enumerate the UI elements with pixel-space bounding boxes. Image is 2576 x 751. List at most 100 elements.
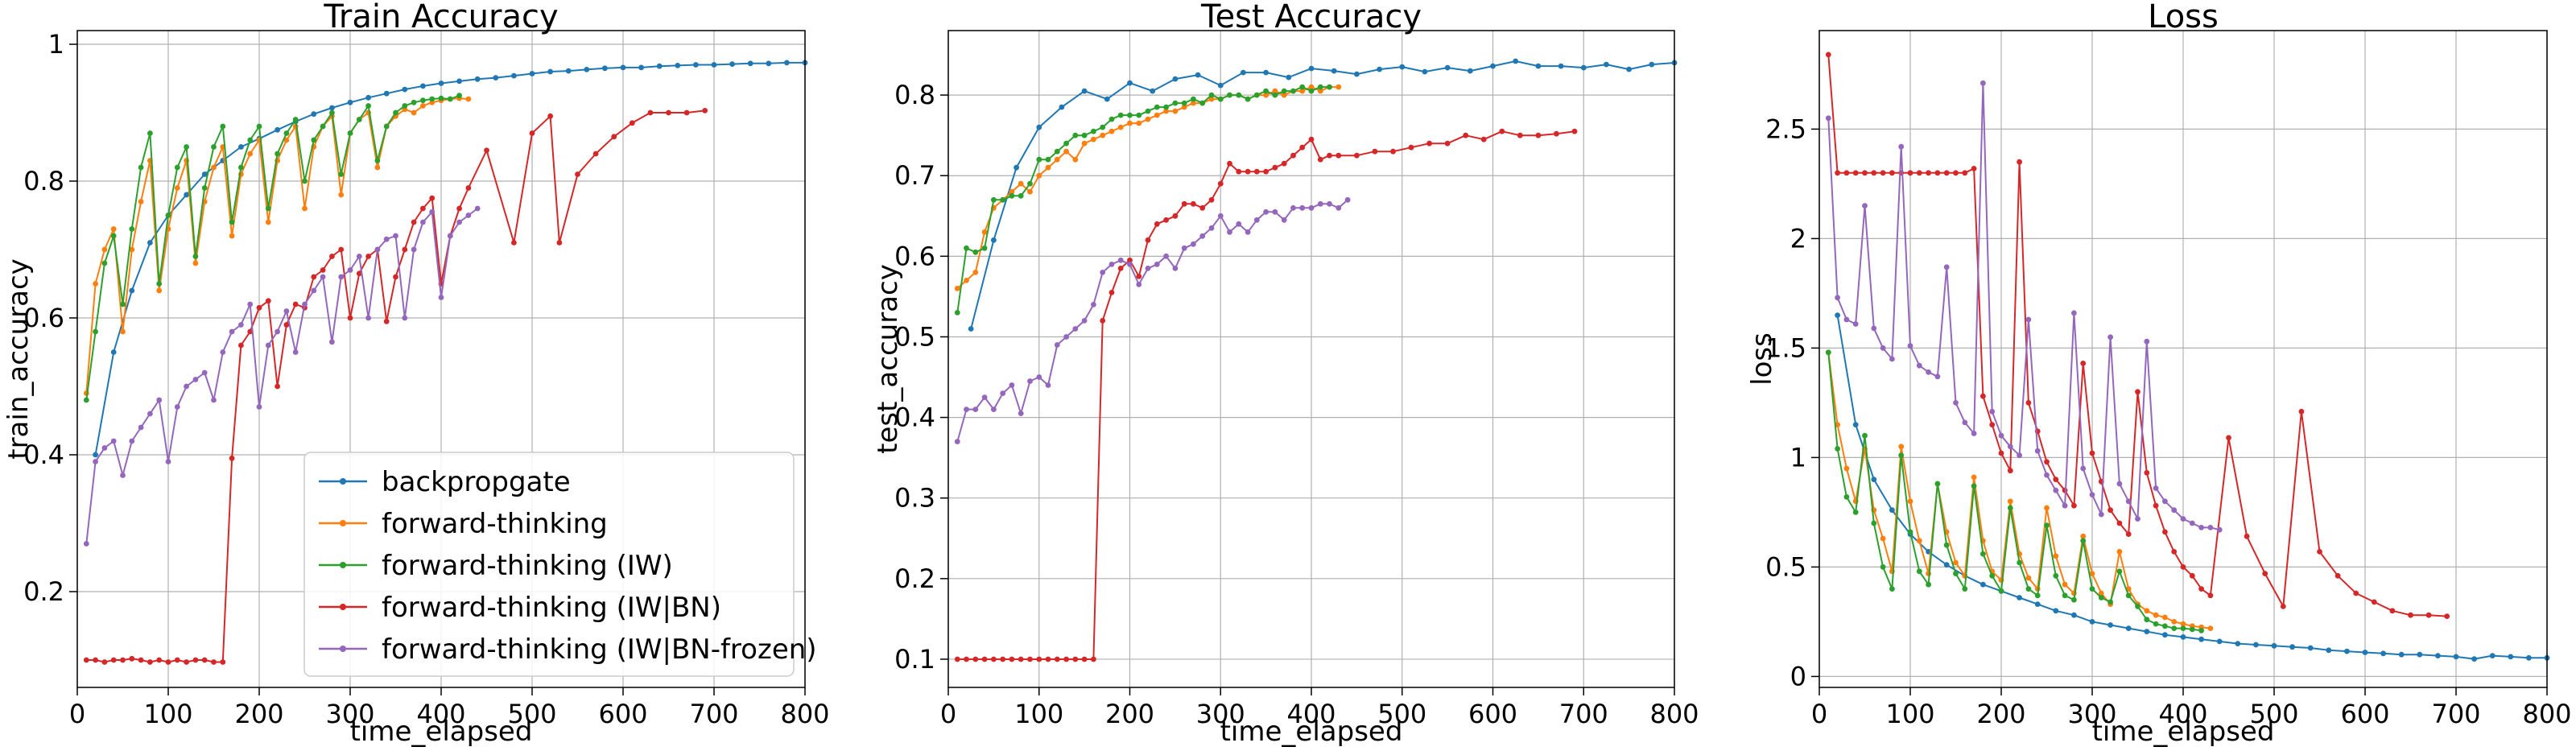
train-data-point: [165, 213, 171, 218]
loss-data-point: [2171, 549, 2178, 555]
loss-data-point: [1871, 170, 1877, 176]
loss-data-point: [2153, 621, 2159, 627]
test-data-point: [1063, 334, 1069, 340]
train-data-point: [192, 260, 199, 266]
loss-data-point: [1953, 571, 1959, 576]
loss-y-tick-label: 1: [1790, 442, 1806, 472]
test-data-point: [1154, 262, 1160, 267]
train-data-point: [320, 274, 326, 280]
loss-data-point: [1880, 345, 1886, 351]
loss-data-point: [1926, 170, 1932, 176]
test-data-point: [1000, 390, 1006, 396]
loss-y-tick-label: 1.5: [1765, 332, 1806, 363]
loss-data-point: [1835, 446, 1841, 452]
test-data-point: [1327, 200, 1332, 207]
test-data-point: [1199, 204, 1206, 211]
train-data-point: [138, 657, 144, 663]
test-data-point: [1399, 64, 1406, 70]
test-data-point: [964, 406, 969, 412]
loss-data-point: [2189, 520, 2195, 526]
train-data-point: [420, 103, 426, 109]
test-data-point: [1045, 382, 1051, 388]
test-data-point: [1117, 124, 1124, 130]
loss-data-point: [2017, 159, 2023, 165]
loss-data-point: [1971, 483, 1977, 489]
loss-data-point: [1998, 432, 2004, 439]
test-data-point: [991, 656, 997, 662]
test-data-point: [1422, 68, 1428, 75]
train-x-tick-label: 800: [780, 699, 829, 729]
loss-data-point: [2180, 564, 2186, 570]
test-data-point: [1081, 132, 1088, 138]
test-data-point: [1108, 262, 1115, 267]
loss-data-point: [2353, 590, 2359, 596]
test-data-point: [1245, 168, 1251, 175]
test-data-point: [1054, 156, 1060, 163]
train-data-point: [484, 147, 489, 154]
loss-data-point: [1934, 481, 1941, 487]
loss-data-point: [2080, 533, 2087, 539]
train-series-line-1: [85, 97, 469, 394]
train-data-point: [93, 452, 98, 458]
test-data-point: [1272, 88, 1278, 94]
loss-data-point: [1934, 373, 1941, 380]
loss-data-point: [2053, 477, 2059, 482]
test-data-point: [1335, 84, 1342, 90]
test-data-point: [954, 286, 960, 291]
train-data-point: [611, 134, 617, 140]
loss-chart-title: Loss: [2148, 0, 2219, 35]
train-data-point: [465, 185, 472, 191]
loss-data-point: [2125, 498, 2132, 505]
loss-x-tick-label: 100: [1885, 699, 1934, 729]
loss-data-point: [1980, 581, 1986, 588]
train-data-point: [256, 404, 262, 410]
loss-data-point: [2207, 592, 2214, 599]
test-data-point: [1463, 132, 1469, 138]
train-data-point: [211, 164, 217, 171]
test-data-point: [1054, 342, 1060, 348]
train-data-point: [638, 64, 644, 71]
loss-data-point: [1852, 321, 1859, 327]
loss-data-point: [2080, 361, 2087, 366]
loss-data-point: [2489, 653, 2496, 658]
legend-swatch-marker: [340, 520, 346, 526]
train-data-point: [238, 144, 244, 150]
loss-data-point: [2025, 575, 2032, 581]
test-data-point: [1059, 104, 1065, 110]
train-data-point: [584, 67, 590, 72]
test-y-tick-label: 0.4: [894, 402, 935, 433]
test-data-point: [1054, 148, 1060, 155]
loss-data-point: [1943, 542, 1950, 548]
panel-loss: 0 100 200 300 400 500 600 700 800 0 0.5 1 1.5 2 2.5 L…: [1746, 0, 2572, 748]
train-data-point: [711, 62, 717, 68]
loss-data-point: [2107, 599, 2114, 605]
test-data-point: [1217, 180, 1224, 187]
test-data-point: [1018, 180, 1024, 187]
loss-data-point: [1898, 444, 1905, 450]
train-data-point: [374, 158, 381, 163]
train-data-point: [465, 96, 472, 102]
loss-data-point: [2062, 592, 2068, 599]
loss-data-point: [2135, 389, 2140, 395]
test-data-point: [1227, 92, 1232, 98]
loss-data-point: [1871, 477, 1877, 482]
loss-data-point: [1862, 432, 1868, 439]
test-data-point: [1127, 262, 1133, 267]
train-data-point: [456, 219, 462, 225]
loss-data-point: [1989, 572, 1996, 579]
train-data-point: [420, 219, 426, 225]
train-data-point: [420, 97, 426, 104]
test-data-point: [1199, 100, 1206, 106]
test-data-point: [964, 278, 969, 283]
test-data-point: [1308, 84, 1315, 90]
loss-data-point: [1852, 510, 1859, 515]
test-data-point: [1377, 66, 1382, 72]
loss-data-point: [2189, 572, 2195, 579]
train-data-point: [302, 178, 308, 184]
test-data-point: [1191, 200, 1196, 207]
train-data-point: [184, 192, 190, 198]
test-data-point: [1072, 326, 1079, 332]
train-data-point: [292, 117, 299, 122]
train-data-point: [383, 90, 390, 97]
